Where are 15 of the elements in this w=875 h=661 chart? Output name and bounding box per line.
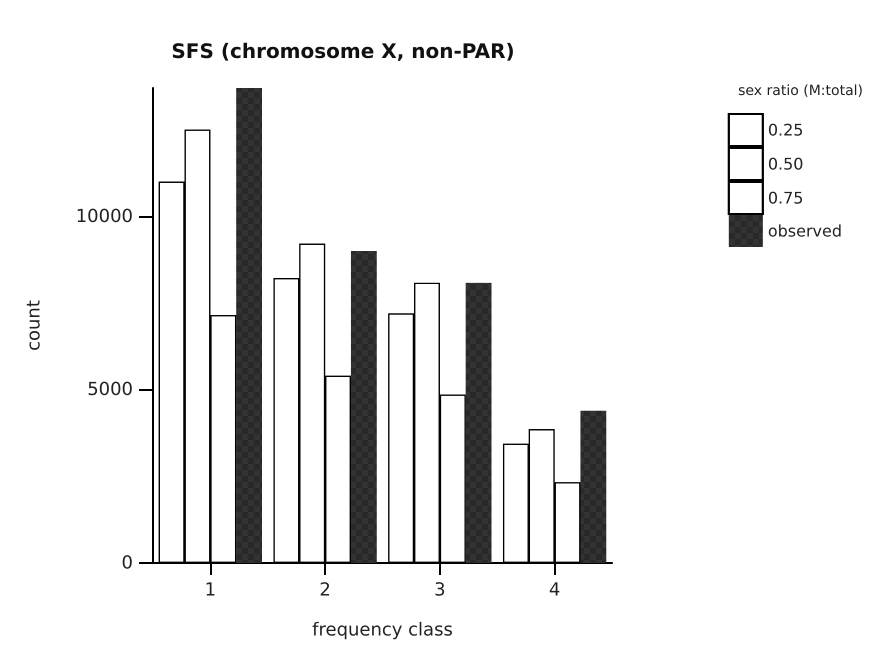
legend-label: 0.75 bbox=[768, 188, 804, 208]
x-tick-label: 2 bbox=[319, 580, 331, 600]
x-tick-label: 1 bbox=[204, 580, 216, 600]
x-tick-label: 4 bbox=[548, 580, 560, 600]
legend-label: 0.25 bbox=[768, 120, 804, 140]
chart-title: SFS (chromosome X, non-PAR) bbox=[171, 39, 515, 63]
y-tick-label: 10000 bbox=[76, 206, 133, 227]
x-tick-label: 3 bbox=[434, 580, 446, 600]
y-axis-title: count bbox=[24, 300, 44, 351]
legend-title: sex ratio (M:total) bbox=[738, 83, 863, 99]
y-tick-label: 0 bbox=[122, 552, 133, 574]
legend-label: observed bbox=[768, 222, 842, 240]
legend-label: 0.50 bbox=[768, 154, 804, 174]
x-axis-title: frequency class bbox=[312, 620, 453, 640]
y-tick-label: 5000 bbox=[87, 379, 133, 400]
